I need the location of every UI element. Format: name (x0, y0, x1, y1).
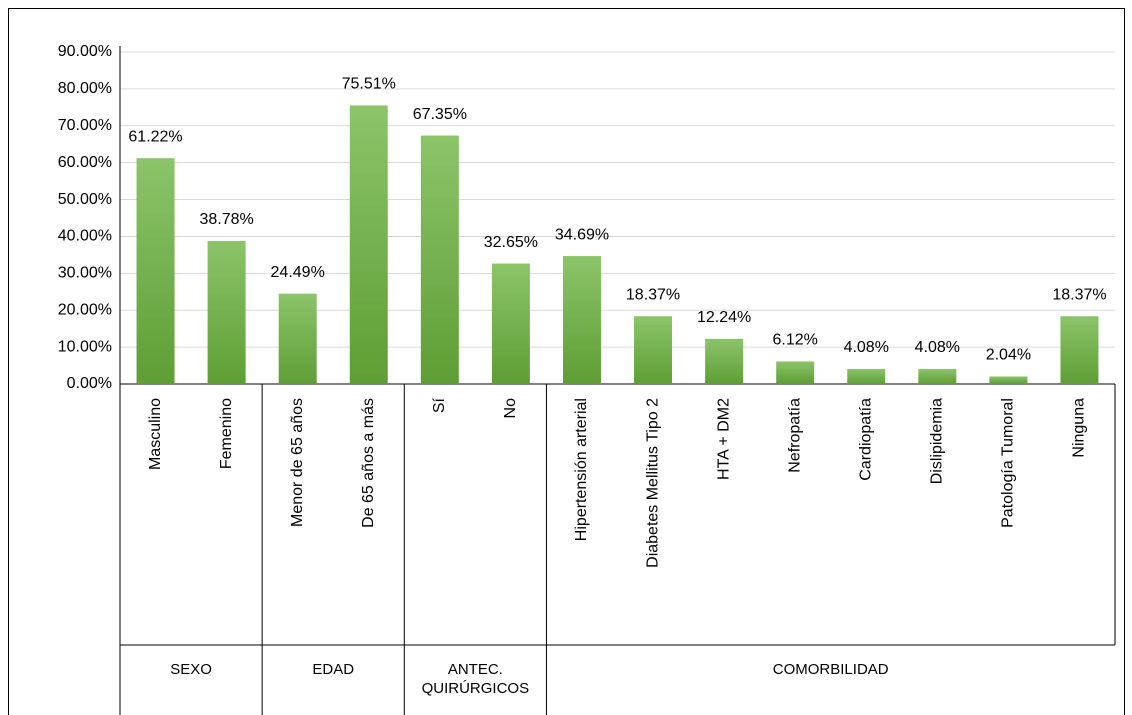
y-tick-label: 80.00% (58, 80, 112, 97)
y-tick-label: 60.00% (58, 154, 112, 171)
bar (989, 376, 1028, 384)
group-label: COMORBILIDAD (772, 661, 889, 678)
value-label: 18.37% (1052, 286, 1106, 303)
value-label: 4.08% (915, 339, 960, 356)
bar (634, 316, 673, 384)
x-tick-label: Sí (431, 397, 448, 413)
value-label: 61.22% (128, 128, 182, 145)
x-tick-label: De 65 años a más (360, 398, 377, 528)
value-label: 38.78% (199, 211, 253, 228)
bar (207, 240, 246, 384)
value-label: 32.65% (484, 234, 538, 251)
y-tick-label: 50.00% (58, 191, 112, 208)
x-tick-label: Hipertensión arterial (573, 398, 590, 541)
bar (420, 135, 459, 384)
bar (705, 338, 744, 384)
x-tick-label: Femenino (218, 398, 235, 469)
group-label: EDAD (312, 661, 355, 678)
value-label: 75.51% (342, 76, 396, 93)
x-tick-label: Ninguna (1071, 398, 1088, 458)
y-tick-label: 20.00% (58, 301, 112, 318)
bar (1060, 316, 1099, 384)
value-label: 18.37% (626, 286, 680, 303)
chart-border (8, 8, 1125, 715)
bar (847, 368, 886, 384)
bar (918, 368, 957, 384)
value-label: 24.49% (271, 264, 325, 281)
y-tick-label: 40.00% (58, 228, 112, 245)
bar (136, 158, 175, 384)
y-tick-label: 30.00% (58, 265, 112, 282)
value-label: 6.12% (772, 332, 817, 349)
x-tick-label: Masculino (147, 398, 164, 470)
value-label: 34.69% (555, 226, 609, 243)
x-tick-label: Nefropatía (786, 398, 803, 473)
x-tick-label: Cardiopatía (857, 398, 874, 481)
y-tick-label: 0.00% (67, 375, 112, 392)
value-label: 12.24% (697, 309, 751, 326)
bar (491, 263, 530, 384)
x-tick-label: HTA + DM2 (715, 398, 732, 480)
value-label: 67.35% (413, 106, 467, 123)
x-tick-label: Patología Tumoral (1000, 398, 1017, 528)
bar (776, 361, 815, 384)
value-label: 2.04% (986, 347, 1031, 364)
value-label: 4.08% (844, 339, 889, 356)
bar (349, 105, 388, 385)
y-tick-label: 70.00% (58, 117, 112, 134)
x-tick-label: No (502, 398, 519, 419)
bar (562, 256, 601, 384)
y-tick-label: 10.00% (58, 338, 112, 355)
x-tick-label: Diabetes Mellitus Tipo 2 (644, 398, 661, 568)
x-tick-label: Menor de 65 años (289, 398, 306, 527)
x-tick-label: Dislipidemia (929, 398, 946, 484)
y-tick-label: 90.00% (58, 43, 112, 60)
group-label: SEXO (170, 661, 212, 678)
bar (278, 293, 317, 384)
group-label: ANTEC. QUIRÚRGICOS (421, 661, 530, 697)
